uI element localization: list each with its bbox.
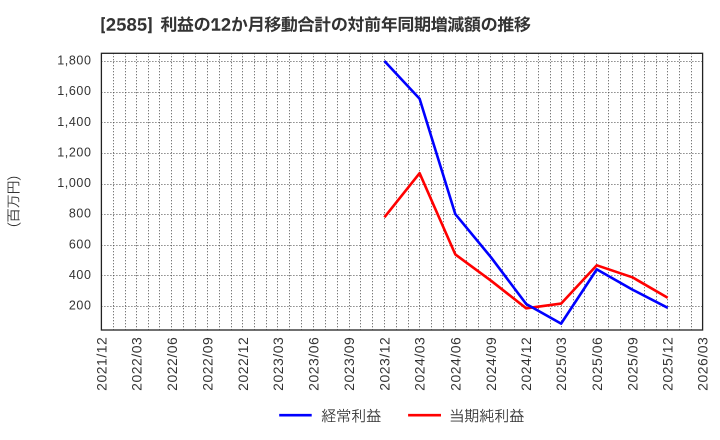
svg-text:2022/12: 2022/12 [235, 337, 251, 391]
svg-text:2025/09: 2025/09 [624, 337, 640, 391]
svg-text:2024/12: 2024/12 [518, 337, 534, 391]
svg-text:2024/09: 2024/09 [483, 337, 499, 391]
svg-text:2023/12: 2023/12 [376, 337, 392, 391]
svg-text:2022/09: 2022/09 [200, 337, 216, 391]
svg-text:2024/03: 2024/03 [412, 337, 428, 391]
svg-text:2023/09: 2023/09 [341, 337, 357, 391]
svg-text:2022/06: 2022/06 [164, 337, 180, 391]
svg-text:1,600: 1,600 [57, 84, 91, 98]
svg-text:2026/03: 2026/03 [695, 337, 711, 391]
svg-text:2024/06: 2024/06 [447, 337, 463, 391]
svg-text:2023/03: 2023/03 [270, 337, 286, 391]
svg-text:400: 400 [69, 268, 92, 282]
svg-text:2025/12: 2025/12 [660, 337, 676, 391]
svg-text:1,400: 1,400 [57, 115, 91, 129]
svg-text:2022/03: 2022/03 [128, 337, 144, 391]
svg-text:1,000: 1,000 [57, 176, 91, 190]
svg-text:600: 600 [69, 237, 92, 251]
svg-text:2023/06: 2023/06 [305, 337, 321, 391]
svg-text:2021/12: 2021/12 [93, 337, 109, 391]
svg-text:1,200: 1,200 [57, 145, 91, 159]
svg-text:200: 200 [69, 299, 92, 313]
svg-text:2025/03: 2025/03 [553, 337, 569, 391]
svg-text:1,800: 1,800 [57, 54, 91, 68]
svg-text:800: 800 [69, 207, 92, 221]
svg-text:2025/06: 2025/06 [589, 337, 605, 391]
